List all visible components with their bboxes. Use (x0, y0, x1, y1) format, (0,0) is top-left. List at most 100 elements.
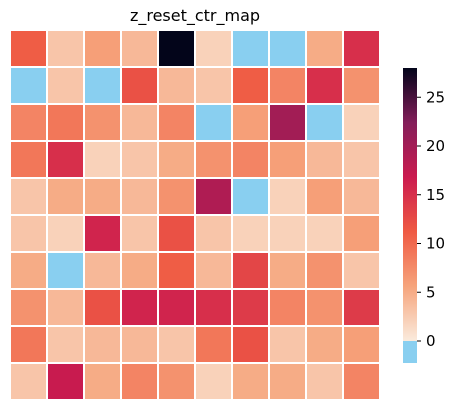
heatmap-cell-r3-c2 (83, 140, 122, 179)
heatmap-cell-r5-c8 (305, 214, 344, 253)
colorbar-tick-label-0: 0 (426, 332, 436, 350)
heatmap-cell-r2-c0 (9, 103, 48, 142)
heatmap-cell-r1-c2 (83, 66, 122, 105)
heatmap-cell-r4-c3 (120, 177, 159, 216)
heatmap-cell-r5-c7 (268, 214, 307, 253)
heatmap-cell-r0-c3 (120, 29, 159, 68)
heatmap-cell-r3-c6 (231, 140, 270, 179)
heatmap-cell-r9-c0 (9, 362, 48, 401)
heatmap-cell-r5-c4 (157, 214, 196, 253)
colorbar-tick-label-2: 10 (426, 235, 445, 253)
heatmap-cell-r6-c6 (231, 251, 270, 290)
heatmap-cell-r6-c4 (157, 251, 196, 290)
heatmap-cell-r4-c6 (231, 177, 270, 216)
heatmap-cell-r5-c6 (231, 214, 270, 253)
heatmap-cell-r8-c6 (231, 325, 270, 364)
heatmap-cell-r2-c3 (120, 103, 159, 142)
heatmap-cell-r6-c2 (83, 251, 122, 290)
heatmap-cell-r0-c1 (46, 29, 85, 68)
heatmap-cell-r5-c1 (46, 214, 85, 253)
heatmap-cell-r9-c4 (157, 362, 196, 401)
heatmap-cell-r6-c5 (194, 251, 233, 290)
heatmap-cell-r8-c5 (194, 325, 233, 364)
heatmap-cell-r9-c8 (305, 362, 344, 401)
heatmap-cell-r8-c4 (157, 325, 196, 364)
heatmap-cell-r5-c2 (83, 214, 122, 253)
heatmap-cell-r2-c7 (268, 103, 307, 142)
heatmap-cell-r0-c4 (157, 29, 196, 68)
heatmap-cell-r8-c2 (83, 325, 122, 364)
heatmap-cell-r9-c7 (268, 362, 307, 401)
heatmap-cell-r2-c4 (157, 103, 196, 142)
heatmap-cell-r1-c0 (9, 66, 48, 105)
heatmap-cell-r3-c9 (342, 140, 381, 179)
heatmap-cell-r4-c1 (46, 177, 85, 216)
heatmap-cell-r7-c5 (194, 288, 233, 327)
heatmap-cell-r4-c2 (83, 177, 122, 216)
heatmap-cell-r1-c6 (231, 66, 270, 105)
heatmap-cell-r2-c5 (194, 103, 233, 142)
heatmap-cell-r4-c5 (194, 177, 233, 216)
heatmap-cell-r0-c5 (194, 29, 233, 68)
heatmap-cell-r3-c1 (46, 140, 85, 179)
colorbar-under-extension (403, 341, 417, 363)
heatmap-cell-r3-c8 (305, 140, 344, 179)
heatmap-cell-r7-c8 (305, 288, 344, 327)
heatmap-cell-r3-c4 (157, 140, 196, 179)
heatmap-cell-r9-c2 (83, 362, 122, 401)
heatmap-cell-r4-c0 (9, 177, 48, 216)
heatmap-cell-r3-c7 (268, 140, 307, 179)
heatmap-cell-r2-c2 (83, 103, 122, 142)
heatmap-cell-r4-c8 (305, 177, 344, 216)
heatmap-cell-r0-c0 (9, 29, 48, 68)
heatmap-cell-r2-c1 (46, 103, 85, 142)
heatmap-cell-r9-c5 (194, 362, 233, 401)
heatmap-cell-r8-c0 (9, 325, 48, 364)
heatmap-cell-r7-c6 (231, 288, 270, 327)
heatmap-cells (9, 29, 381, 401)
heatmap-cell-r6-c7 (268, 251, 307, 290)
heatmap-cell-r7-c3 (120, 288, 159, 327)
heatmap-cell-r6-c1 (46, 251, 85, 290)
colorbar-tick-label-4: 20 (426, 137, 445, 155)
heatmap-cell-r6-c8 (305, 251, 344, 290)
heatmap-cell-r4-c9 (342, 177, 381, 216)
heatmap-cell-r7-c7 (268, 288, 307, 327)
heatmap-cell-r0-c8 (305, 29, 344, 68)
heatmap-cell-r7-c2 (83, 288, 122, 327)
heatmap-cell-r3-c3 (120, 140, 159, 179)
heatmap-cell-r5-c9 (342, 214, 381, 253)
heatmap-cell-r1-c4 (157, 66, 196, 105)
heatmap-cell-r9-c1 (46, 362, 85, 401)
heatmap-cell-r8-c8 (305, 325, 344, 364)
heatmap-cell-r9-c9 (342, 362, 381, 401)
heatmap-cell-r1-c1 (46, 66, 85, 105)
heatmap-cell-r9-c3 (120, 362, 159, 401)
heatmap-cell-r5-c0 (9, 214, 48, 253)
heatmap-cell-r1-c7 (268, 66, 307, 105)
heatmap-cell-r1-c5 (194, 66, 233, 105)
heatmap-cell-r6-c9 (342, 251, 381, 290)
heatmap-cell-r0-c2 (83, 29, 122, 68)
heatmap-cell-r3-c5 (194, 140, 233, 179)
heatmap-cell-r0-c9 (342, 29, 381, 68)
heatmap-cell-r6-c0 (9, 251, 48, 290)
heatmap-cell-r7-c1 (46, 288, 85, 327)
heatmap-cell-r8-c7 (268, 325, 307, 364)
heatmap-cell-r2-c9 (342, 103, 381, 142)
heatmap-cell-r5-c5 (194, 214, 233, 253)
heatmap-cell-r1-c8 (305, 66, 344, 105)
heatmap-cell-r1-c9 (342, 66, 381, 105)
heatmap-cell-r9-c6 (231, 362, 270, 401)
chart-title: z_reset_ctr_map (129, 6, 261, 25)
heatmap-cell-r2-c6 (231, 103, 270, 142)
heatmap-cell-r0-c7 (268, 29, 307, 68)
heatmap-cell-r6-c3 (120, 251, 159, 290)
heatmap-cell-r7-c0 (9, 288, 48, 327)
heatmap-cell-r0-c6 (231, 29, 270, 68)
heatmap-cell-r1-c3 (120, 66, 159, 105)
colorbar-gradient (403, 68, 417, 341)
colorbar-tick-label-1: 5 (426, 283, 436, 301)
heatmap-cell-r2-c8 (305, 103, 344, 142)
